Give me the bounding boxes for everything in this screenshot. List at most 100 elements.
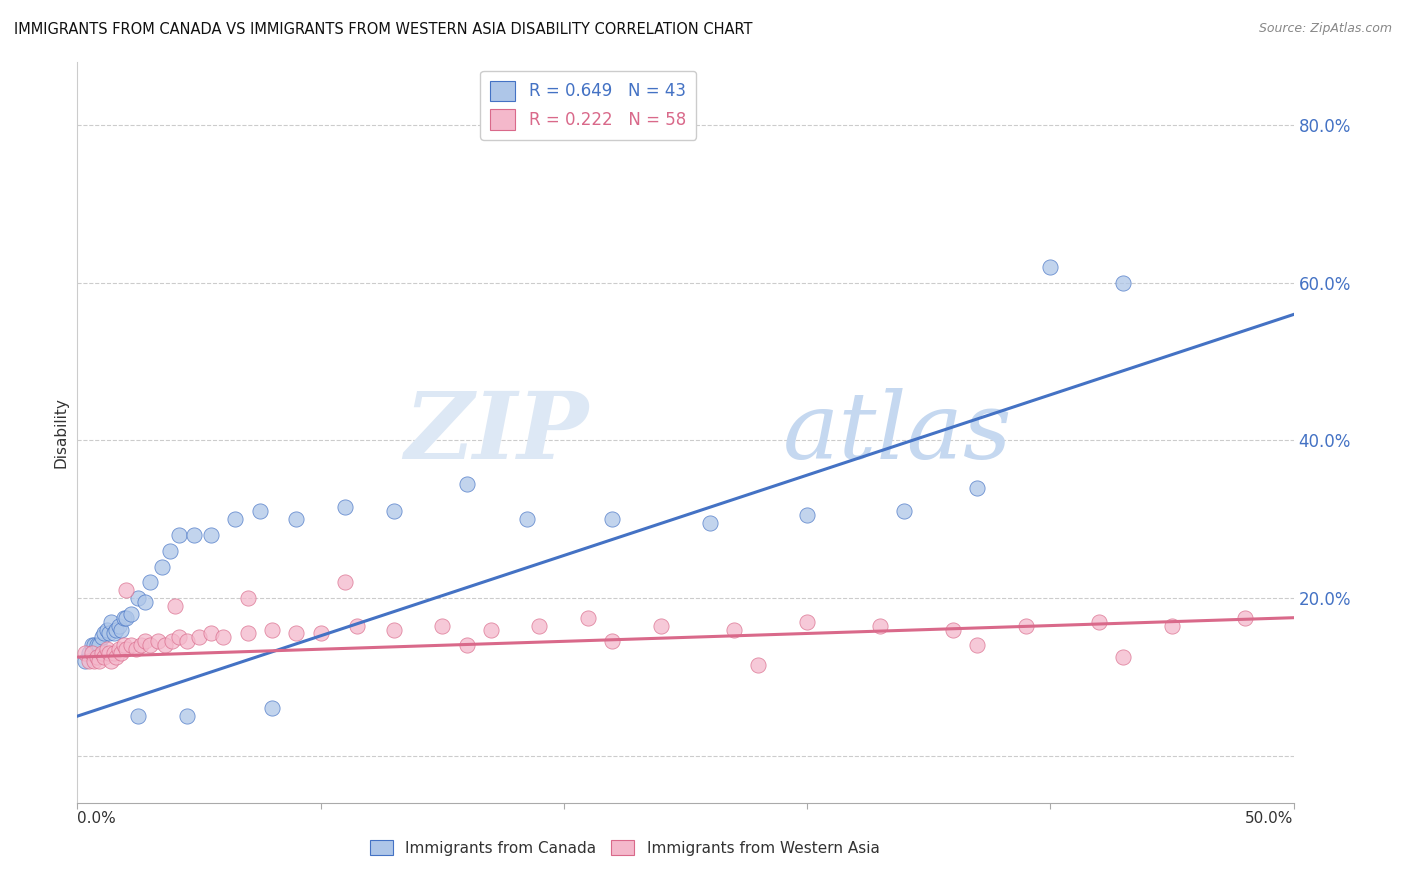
Point	[796, 615, 818, 629]
Point	[249, 504, 271, 518]
Point	[309, 626, 332, 640]
Point	[90, 646, 112, 660]
Text: IMMIGRANTS FROM CANADA VS IMMIGRANTS FROM WESTERN ASIA DISABILITY CORRELATION CH: IMMIGRANTS FROM CANADA VS IMMIGRANTS FRO…	[14, 22, 752, 37]
Point	[83, 638, 105, 652]
Point	[183, 528, 205, 542]
Point	[346, 618, 368, 632]
Point	[176, 709, 198, 723]
Point	[152, 559, 174, 574]
Point	[260, 701, 283, 715]
Text: Source: ZipAtlas.com: Source: ZipAtlas.com	[1258, 22, 1392, 36]
Text: 50.0%: 50.0%	[1246, 811, 1294, 826]
Point	[212, 631, 235, 645]
Point	[382, 504, 405, 518]
Point	[73, 646, 96, 660]
Point	[163, 599, 186, 613]
Point	[73, 654, 96, 668]
Point	[176, 634, 198, 648]
Point	[1112, 650, 1135, 665]
Point	[285, 626, 308, 640]
Point	[93, 650, 115, 665]
Point	[80, 638, 103, 652]
Y-axis label: Disability: Disability	[53, 397, 69, 468]
Point	[115, 642, 138, 657]
Point	[1161, 618, 1184, 632]
Point	[796, 508, 818, 523]
Point	[112, 638, 135, 652]
Point	[966, 481, 988, 495]
Point	[90, 631, 112, 645]
Point	[869, 618, 891, 632]
Point	[134, 595, 156, 609]
Point	[456, 638, 478, 652]
Point	[576, 611, 599, 625]
Point	[127, 591, 149, 605]
Point	[1015, 618, 1038, 632]
Point	[89, 654, 111, 668]
Point	[93, 626, 115, 640]
Point	[430, 618, 453, 632]
Point	[942, 623, 965, 637]
Point	[127, 709, 149, 723]
Point	[103, 646, 125, 660]
Point	[107, 642, 129, 657]
Text: atlas: atlas	[783, 388, 1012, 477]
Point	[120, 638, 142, 652]
Point	[129, 638, 152, 652]
Point	[602, 634, 624, 648]
Point	[79, 654, 101, 668]
Point	[83, 654, 105, 668]
Point	[1088, 615, 1111, 629]
Point	[382, 623, 405, 637]
Point	[260, 623, 283, 637]
Point	[112, 611, 135, 625]
Point	[529, 618, 551, 632]
Point	[747, 657, 769, 672]
Point	[200, 626, 222, 640]
Point	[1039, 260, 1062, 275]
Point	[96, 623, 118, 637]
Point	[224, 512, 246, 526]
Point	[139, 638, 162, 652]
Point	[146, 634, 169, 648]
Point	[602, 512, 624, 526]
Point	[1112, 276, 1135, 290]
Text: ZIP: ZIP	[404, 388, 588, 477]
Point	[86, 650, 108, 665]
Point	[285, 512, 308, 526]
Text: 0.0%: 0.0%	[77, 811, 117, 826]
Point	[120, 607, 142, 621]
Point	[115, 611, 138, 625]
Point	[333, 500, 356, 515]
Point	[125, 642, 148, 657]
Point	[97, 626, 120, 640]
Point	[96, 642, 118, 657]
Point	[80, 646, 103, 660]
Point	[160, 634, 183, 648]
Point	[153, 638, 176, 652]
Point	[100, 654, 122, 668]
Point	[105, 623, 128, 637]
Point	[893, 504, 915, 518]
Point	[97, 646, 120, 660]
Point	[333, 575, 356, 590]
Point	[134, 634, 156, 648]
Point	[169, 528, 191, 542]
Point	[516, 512, 538, 526]
Point	[110, 646, 132, 660]
Point	[110, 623, 132, 637]
Point	[188, 631, 211, 645]
Point	[115, 583, 138, 598]
Point	[1233, 611, 1256, 625]
Legend: Immigrants from Canada, Immigrants from Western Asia: Immigrants from Canada, Immigrants from …	[364, 834, 886, 862]
Point	[100, 615, 122, 629]
Point	[699, 516, 721, 531]
Point	[966, 638, 988, 652]
Point	[650, 618, 672, 632]
Point	[236, 591, 259, 605]
Point	[105, 650, 128, 665]
Point	[79, 646, 101, 660]
Point	[107, 618, 129, 632]
Point	[723, 623, 745, 637]
Point	[236, 626, 259, 640]
